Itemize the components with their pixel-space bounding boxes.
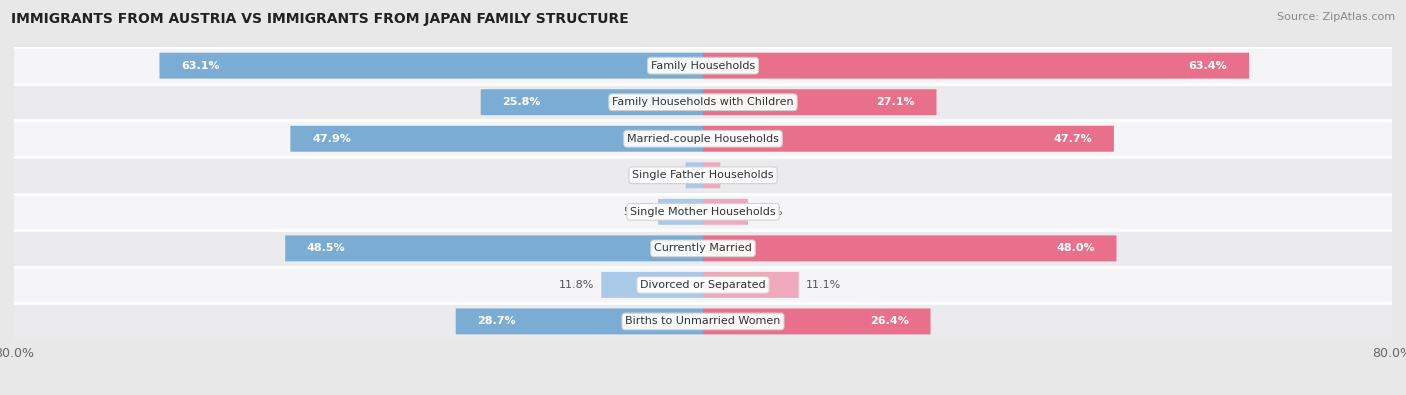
FancyBboxPatch shape	[14, 303, 1392, 339]
Text: 5.2%: 5.2%	[755, 207, 783, 217]
FancyBboxPatch shape	[602, 272, 703, 298]
Text: Source: ZipAtlas.com: Source: ZipAtlas.com	[1277, 12, 1395, 22]
FancyBboxPatch shape	[159, 53, 703, 79]
Text: 63.4%: 63.4%	[1188, 61, 1227, 71]
Text: 47.7%: 47.7%	[1053, 134, 1092, 144]
FancyBboxPatch shape	[481, 89, 703, 115]
Text: 48.5%: 48.5%	[307, 243, 346, 253]
FancyBboxPatch shape	[703, 126, 1114, 152]
FancyBboxPatch shape	[703, 89, 936, 115]
FancyBboxPatch shape	[14, 84, 1392, 120]
FancyBboxPatch shape	[686, 162, 703, 188]
Text: 11.8%: 11.8%	[560, 280, 595, 290]
Text: Births to Unmarried Women: Births to Unmarried Women	[626, 316, 780, 326]
FancyBboxPatch shape	[285, 235, 703, 261]
FancyBboxPatch shape	[658, 199, 703, 225]
FancyBboxPatch shape	[703, 272, 799, 298]
FancyBboxPatch shape	[14, 121, 1392, 157]
Text: 28.7%: 28.7%	[478, 316, 516, 326]
Text: 48.0%: 48.0%	[1056, 243, 1095, 253]
Text: 27.1%: 27.1%	[876, 97, 915, 107]
FancyBboxPatch shape	[703, 162, 720, 188]
FancyBboxPatch shape	[456, 308, 703, 335]
Text: 47.9%: 47.9%	[312, 134, 352, 144]
Text: 25.8%: 25.8%	[502, 97, 541, 107]
FancyBboxPatch shape	[14, 194, 1392, 230]
Text: Married-couple Households: Married-couple Households	[627, 134, 779, 144]
Text: 2.0%: 2.0%	[651, 170, 679, 180]
FancyBboxPatch shape	[14, 157, 1392, 193]
FancyBboxPatch shape	[703, 235, 1116, 261]
Text: 26.4%: 26.4%	[870, 316, 908, 326]
Text: Family Households with Children: Family Households with Children	[612, 97, 794, 107]
FancyBboxPatch shape	[291, 126, 703, 152]
Text: IMMIGRANTS FROM AUSTRIA VS IMMIGRANTS FROM JAPAN FAMILY STRUCTURE: IMMIGRANTS FROM AUSTRIA VS IMMIGRANTS FR…	[11, 12, 628, 26]
Legend: Immigrants from Austria, Immigrants from Japan: Immigrants from Austria, Immigrants from…	[522, 392, 884, 395]
FancyBboxPatch shape	[14, 48, 1392, 84]
FancyBboxPatch shape	[703, 53, 1249, 79]
Text: 2.0%: 2.0%	[727, 170, 755, 180]
Text: Family Households: Family Households	[651, 61, 755, 71]
Text: 63.1%: 63.1%	[181, 61, 219, 71]
FancyBboxPatch shape	[14, 267, 1392, 303]
FancyBboxPatch shape	[703, 199, 748, 225]
Text: 5.2%: 5.2%	[623, 207, 651, 217]
Text: 11.1%: 11.1%	[806, 280, 841, 290]
Text: Single Mother Households: Single Mother Households	[630, 207, 776, 217]
Text: Single Father Households: Single Father Households	[633, 170, 773, 180]
FancyBboxPatch shape	[14, 230, 1392, 266]
Text: Currently Married: Currently Married	[654, 243, 752, 253]
Text: Divorced or Separated: Divorced or Separated	[640, 280, 766, 290]
FancyBboxPatch shape	[703, 308, 931, 335]
